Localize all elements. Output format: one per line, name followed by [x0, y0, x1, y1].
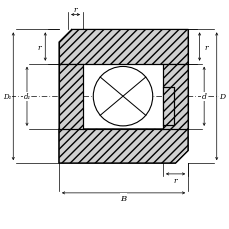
Polygon shape: [59, 129, 187, 164]
Polygon shape: [162, 87, 174, 126]
Text: r: r: [74, 6, 77, 14]
Circle shape: [93, 67, 152, 126]
Text: D₁: D₁: [3, 93, 12, 101]
Text: d₁: d₁: [23, 93, 30, 101]
Polygon shape: [59, 30, 187, 64]
Text: r: r: [37, 43, 41, 51]
Polygon shape: [162, 64, 187, 129]
Polygon shape: [59, 64, 83, 129]
Text: r: r: [203, 43, 207, 51]
Text: D: D: [218, 93, 224, 101]
Text: B: B: [120, 194, 126, 202]
Text: r: r: [173, 176, 177, 184]
Text: d: d: [201, 93, 206, 101]
